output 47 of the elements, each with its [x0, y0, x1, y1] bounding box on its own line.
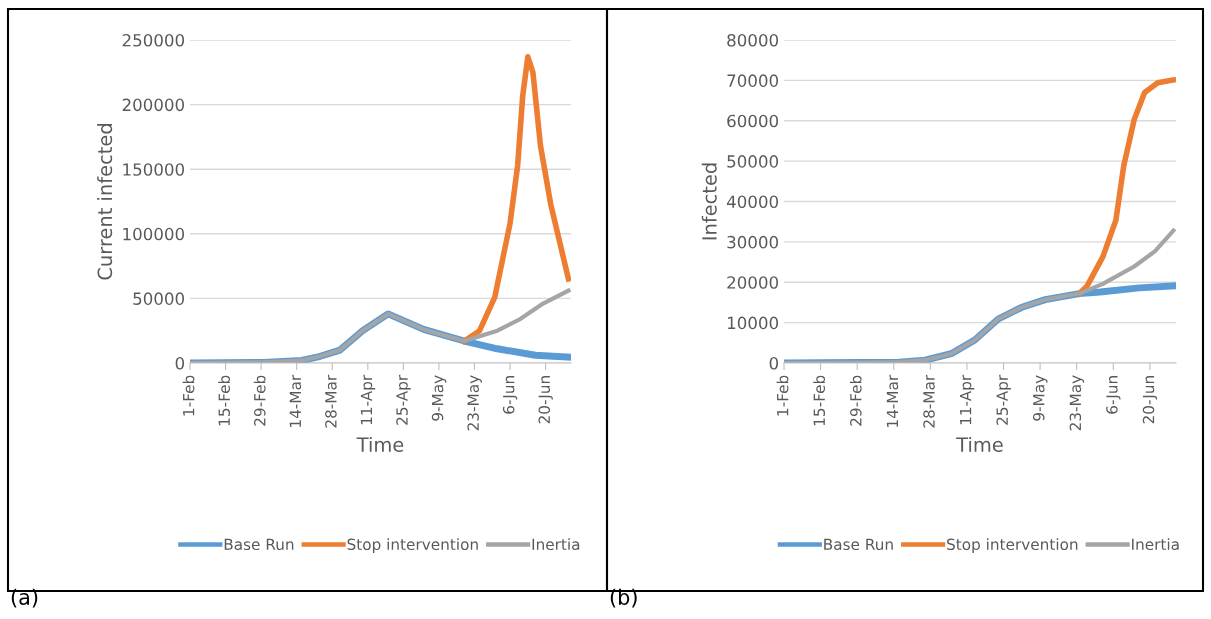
legend-label: Stop intervention — [347, 538, 478, 554]
x-tick-label: 1-Feb — [182, 375, 195, 416]
legend-label: Base Run — [824, 538, 893, 551]
x-tick-label: 15-Feb — [218, 375, 230, 426]
y-tick-label: 200000 — [122, 98, 185, 112]
x-tick-label: 25-Apr — [396, 374, 411, 425]
x-tick-label: 11-Apr — [360, 374, 376, 425]
x-tick-label: 20-Jun — [1142, 376, 1158, 424]
x-tick-label: 11-Apr — [960, 374, 975, 425]
x-tick-label: 14-Mar — [289, 374, 302, 427]
y-tick-label: 60000 — [727, 114, 779, 128]
y-axis-title: Infected — [701, 163, 717, 240]
y-tick-label: 40000 — [726, 195, 779, 209]
y-tick-label: 10000 — [727, 316, 779, 330]
x-tick-label: 28-Mar — [923, 374, 935, 428]
y-tick-label: 20000 — [727, 276, 779, 289]
x-tick-label: 14-Mar — [886, 374, 899, 427]
x-tick-label: 20-Jun — [538, 376, 553, 424]
y-tick-label: 150000 — [123, 163, 185, 176]
x-tick-label: 15-Feb — [813, 375, 826, 426]
x-tick-label: 28-Mar — [325, 374, 337, 428]
x-axis-title: Time — [356, 436, 404, 452]
y-axis-title: Current infected — [97, 124, 113, 280]
y-tick-label: 70000 — [727, 74, 779, 87]
x-tick-label: 1-Feb — [776, 375, 789, 416]
x-tick-label: 6-Jun — [1106, 376, 1121, 414]
y-tick-label: 50000 — [727, 155, 779, 168]
legend-label: Inertia — [532, 538, 580, 551]
y-tick-label: 0 — [769, 356, 779, 370]
y-tick-label: 250000 — [122, 33, 185, 47]
y-tick-label: 100000 — [123, 227, 185, 241]
legend-label: Inertia — [1132, 538, 1179, 551]
y-tick-label: 50000 — [133, 292, 185, 305]
legend-label: Stop intervention — [947, 538, 1078, 554]
x-tick-label: 9-May — [431, 375, 447, 421]
y-tick-label: 0 — [175, 356, 185, 370]
x-tick-label: 23-May — [467, 375, 482, 431]
x-tick-label: 25-Apr — [996, 374, 1011, 425]
x-tick-label: 29-Feb — [849, 375, 862, 426]
y-tick-label: 80000 — [727, 33, 779, 47]
legend-label: Base Run — [224, 538, 294, 551]
x-tick-label: 29-Feb — [253, 375, 266, 426]
x-tick-label: 23-May — [1069, 375, 1085, 431]
y-tick-label: 30000 — [727, 235, 779, 249]
x-tick-label: 6-Jun — [502, 376, 518, 414]
x-axis-title: Time — [956, 436, 1003, 452]
x-tick-label: 9-May — [1032, 375, 1048, 421]
